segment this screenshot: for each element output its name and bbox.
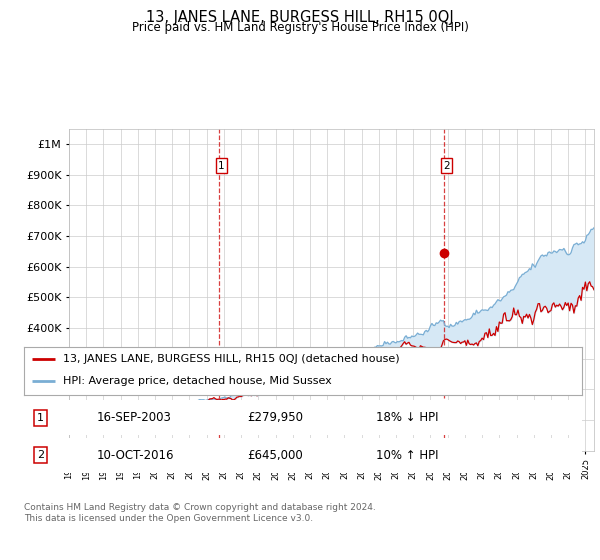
Text: 16-SEP-2003: 16-SEP-2003 xyxy=(97,411,172,424)
Text: 10-OCT-2016: 10-OCT-2016 xyxy=(97,449,174,462)
Text: 18% ↓ HPI: 18% ↓ HPI xyxy=(376,411,438,424)
Text: £645,000: £645,000 xyxy=(247,449,303,462)
Text: £279,950: £279,950 xyxy=(247,411,303,424)
Text: 13, JANES LANE, BURGESS HILL, RH15 0QJ: 13, JANES LANE, BURGESS HILL, RH15 0QJ xyxy=(146,10,454,25)
Text: 1: 1 xyxy=(37,413,44,423)
Text: 2: 2 xyxy=(443,161,450,171)
Text: 2: 2 xyxy=(37,450,44,460)
Text: 13, JANES LANE, BURGESS HILL, RH15 0QJ (detached house): 13, JANES LANE, BURGESS HILL, RH15 0QJ (… xyxy=(63,354,400,364)
Text: Price paid vs. HM Land Registry's House Price Index (HPI): Price paid vs. HM Land Registry's House … xyxy=(131,21,469,34)
Text: Contains HM Land Registry data © Crown copyright and database right 2024.
This d: Contains HM Land Registry data © Crown c… xyxy=(24,503,376,523)
Text: 1: 1 xyxy=(218,161,225,171)
Text: HPI: Average price, detached house, Mid Sussex: HPI: Average price, detached house, Mid … xyxy=(63,376,332,386)
Text: 10% ↑ HPI: 10% ↑ HPI xyxy=(376,449,438,462)
